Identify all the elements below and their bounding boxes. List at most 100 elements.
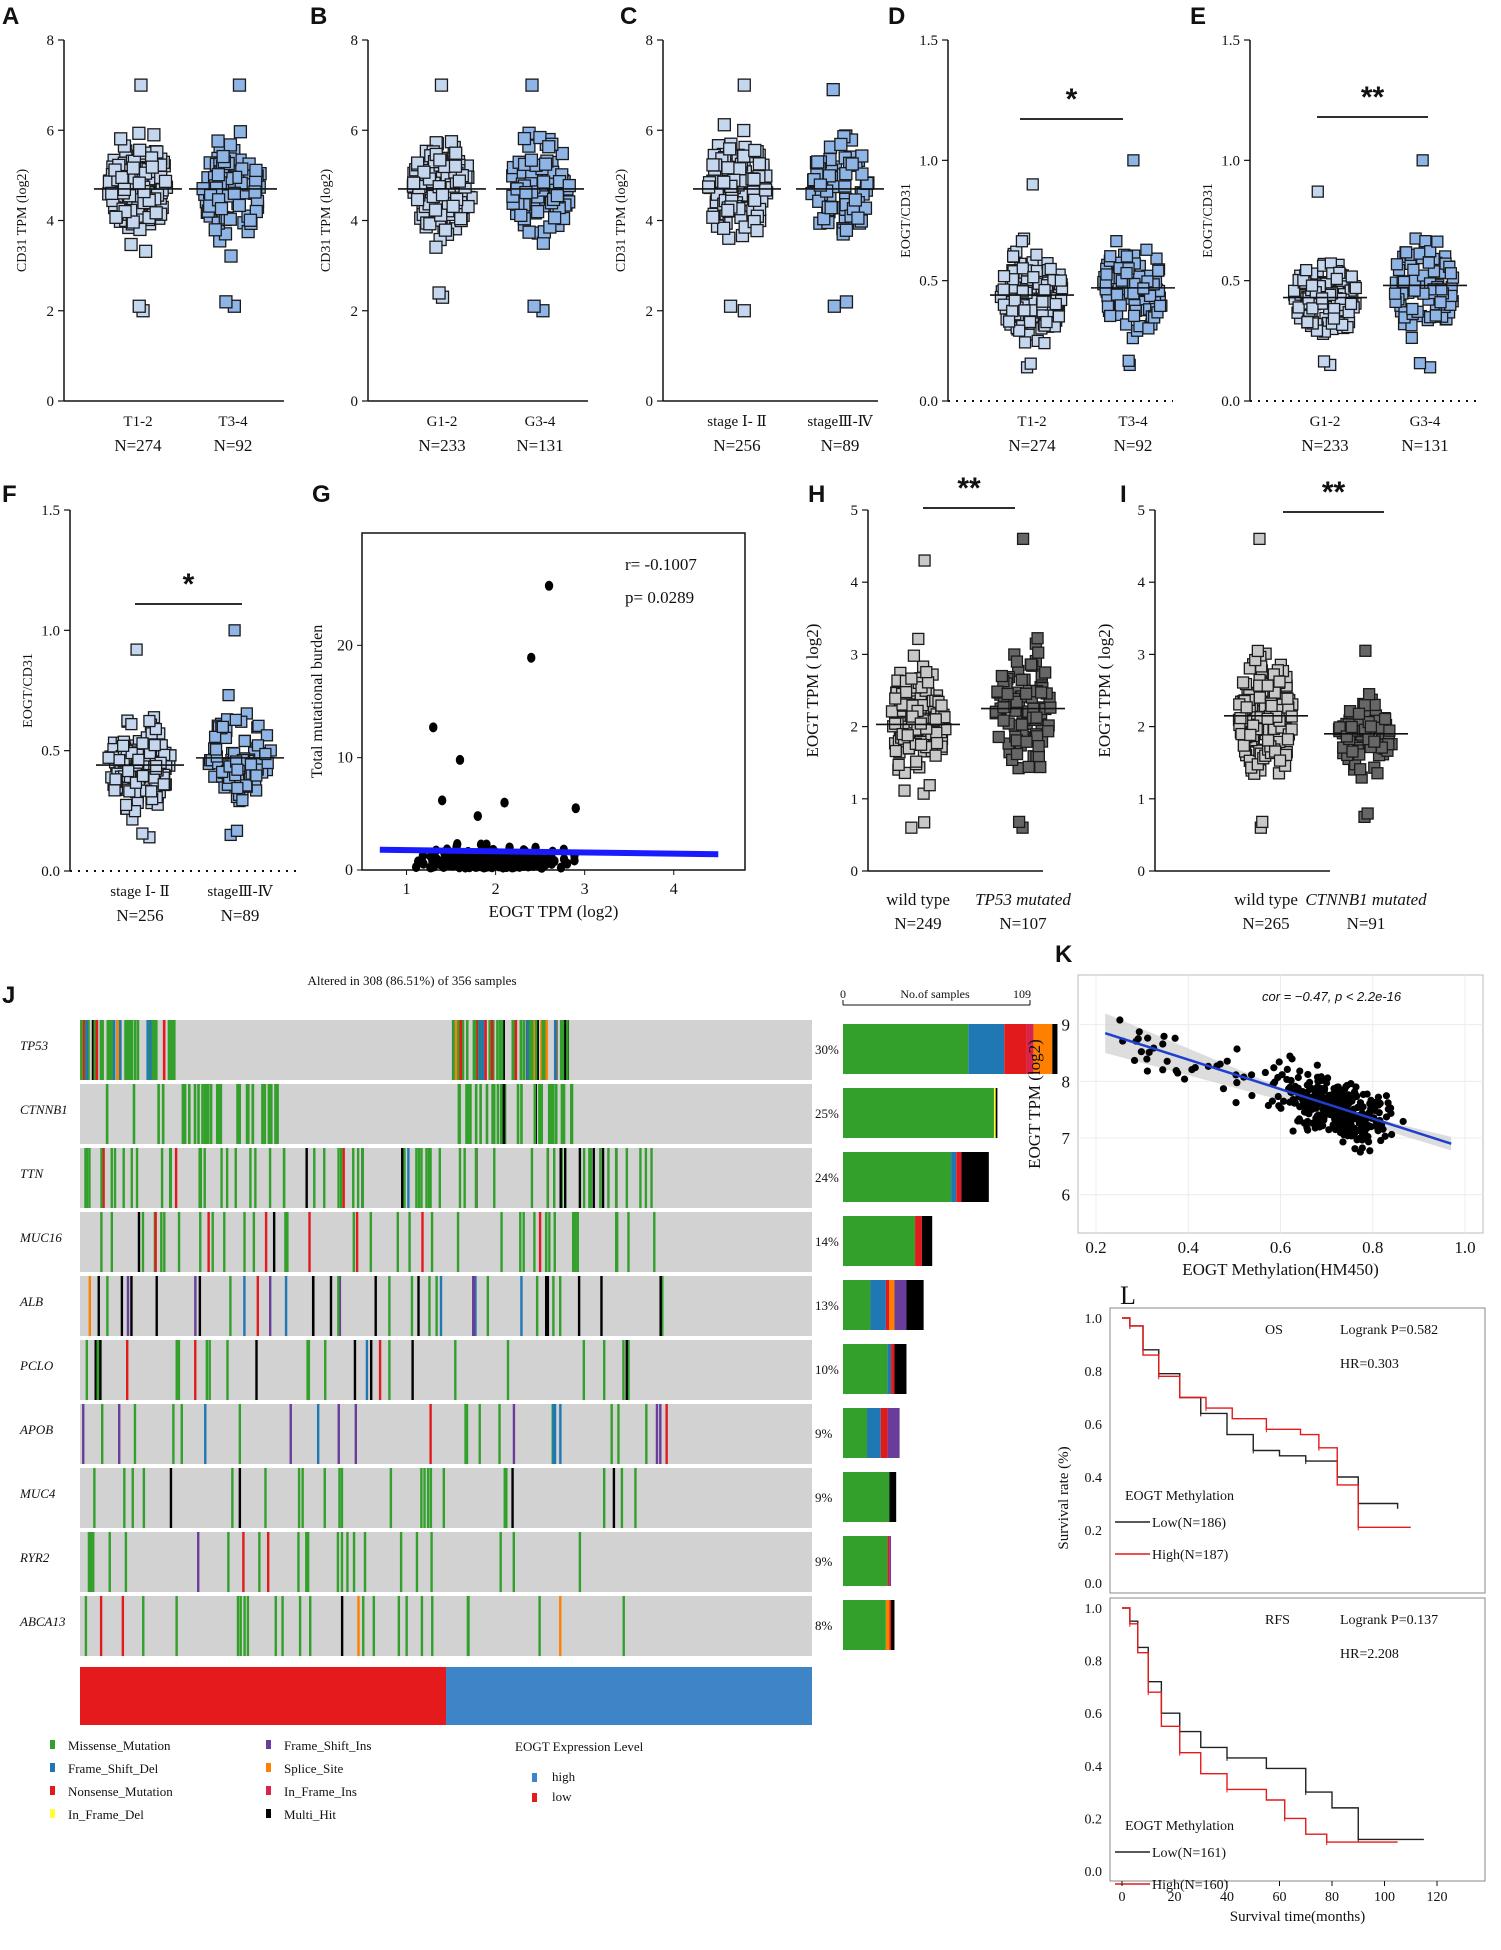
data-point: [126, 161, 140, 175]
data-point: [476, 839, 486, 850]
mutation-tick: [255, 1340, 258, 1400]
mutation-tick: [337, 1148, 340, 1208]
data-point: [1261, 712, 1274, 725]
data-point: [845, 157, 859, 171]
data-point: [723, 142, 737, 156]
mutation-tick: [267, 1084, 271, 1144]
data-point: [143, 714, 156, 728]
y-tick-label: 20: [337, 637, 353, 654]
data-point: [1333, 1090, 1341, 1098]
mutation-tick: [560, 1148, 564, 1208]
mutation-tick: [85, 1020, 89, 1080]
legend-title: EOGT Methylation: [1125, 1819, 1234, 1834]
y-axis-label: Total mutational burden: [309, 625, 326, 779]
mutation-tick: [407, 1148, 410, 1208]
mutation-tick: [535, 1276, 539, 1336]
data-point: [1120, 266, 1133, 280]
data-point: [1142, 322, 1155, 335]
mutation-tick: [342, 1148, 345, 1208]
data-point: [119, 798, 133, 812]
mutation-tick: [282, 1148, 286, 1208]
mutation-tick: [564, 1148, 567, 1208]
y-tick-label: 0.0: [1085, 1865, 1103, 1880]
data-point: [562, 178, 576, 193]
data-point: [1006, 304, 1019, 318]
legend-item: High(N=187): [1152, 1548, 1229, 1563]
data-point: [1240, 701, 1253, 714]
mutation-tick: [389, 1468, 393, 1528]
mutation-tick: [538, 1212, 542, 1272]
mutation-tick: [234, 1148, 237, 1208]
x-group-n: N=131: [516, 436, 563, 455]
data-point: [243, 213, 258, 227]
mutation-tick: [269, 1276, 272, 1336]
data-point: [1040, 315, 1053, 329]
y-tick-label: 8: [646, 33, 654, 49]
data-point: [1382, 1113, 1391, 1121]
data-point: [1423, 361, 1437, 374]
mutation-tick: [499, 1532, 502, 1592]
data-point: [1292, 301, 1305, 314]
y-tick-label: 0.0: [1085, 1577, 1103, 1592]
mutation-bar-segment: [906, 1280, 924, 1330]
x-group-label: T3-4: [218, 414, 248, 430]
data-point: [1367, 1096, 1375, 1104]
y-axis-label: CD31 TPM (log2): [15, 169, 30, 273]
mutation-tick: [603, 1340, 606, 1400]
data-point: [1234, 711, 1247, 725]
mutation-tick: [429, 1148, 432, 1208]
mutation-tick: [506, 1340, 510, 1400]
mutation-tick: [352, 1532, 356, 1592]
mutation-tick: [512, 1404, 516, 1464]
mutation-tick: [242, 1532, 245, 1592]
hazard-ratio: HR=2.208: [1340, 1647, 1399, 1662]
data-point: [1119, 318, 1133, 331]
data-point: [848, 193, 862, 207]
data-point: [1363, 1090, 1371, 1098]
mutation-tick: [614, 1148, 618, 1208]
x-axis-label: Survival time(months): [1230, 1909, 1365, 1925]
panel-letter-G: G: [312, 481, 331, 508]
mutation-tick: [205, 1340, 209, 1400]
mutation-tick: [201, 1084, 204, 1144]
data-point: [229, 713, 242, 727]
mutation-tick: [548, 1212, 551, 1272]
y-tick-label: 0: [646, 394, 654, 410]
annotation-low: [80, 1667, 446, 1725]
mutation-tick: [336, 1532, 340, 1592]
data-point: [223, 212, 237, 226]
panel-letter-H: H: [808, 481, 825, 508]
data-point: [748, 143, 762, 158]
data-point: [858, 201, 873, 215]
mutation-tick: [305, 1532, 308, 1592]
data-point: [473, 811, 482, 822]
mutation-tick: [478, 1404, 481, 1464]
mutation-tick: [546, 1148, 549, 1208]
data-point: [1030, 711, 1043, 724]
data-point: [114, 132, 128, 146]
mutation-tick: [479, 1084, 482, 1144]
mutation-tick: [130, 1020, 134, 1080]
data-point: [1120, 250, 1134, 263]
mutation-tick: [420, 1596, 424, 1656]
x-group-n: N=233: [1301, 436, 1348, 455]
y-tick-label: 0.2: [1085, 1524, 1103, 1539]
x-tick-label: 1: [403, 881, 411, 898]
data-point: [115, 170, 129, 185]
data-point: [1140, 243, 1153, 256]
data-point: [547, 211, 562, 225]
mutation-tick: [576, 1212, 579, 1272]
data-point: [1355, 1135, 1363, 1143]
mutation-tick: [533, 1084, 537, 1144]
mutation-tick: [458, 1084, 461, 1144]
mutation-tick: [223, 1212, 226, 1272]
panel-letter-E: E: [1190, 3, 1206, 30]
data-point: [1306, 302, 1319, 315]
data-point: [209, 743, 223, 756]
legend-item: Multi_Hit: [284, 1807, 336, 1822]
panel-B: 0 2 4 6 8 CD31 TPM (log2) G1-2 N=233 G3-4 N=131: [319, 33, 588, 455]
mutation-tick: [137, 1212, 141, 1272]
mutation-bar-segment: [961, 1152, 989, 1202]
mutation-tick: [129, 1020, 132, 1080]
data-point: [920, 665, 933, 679]
